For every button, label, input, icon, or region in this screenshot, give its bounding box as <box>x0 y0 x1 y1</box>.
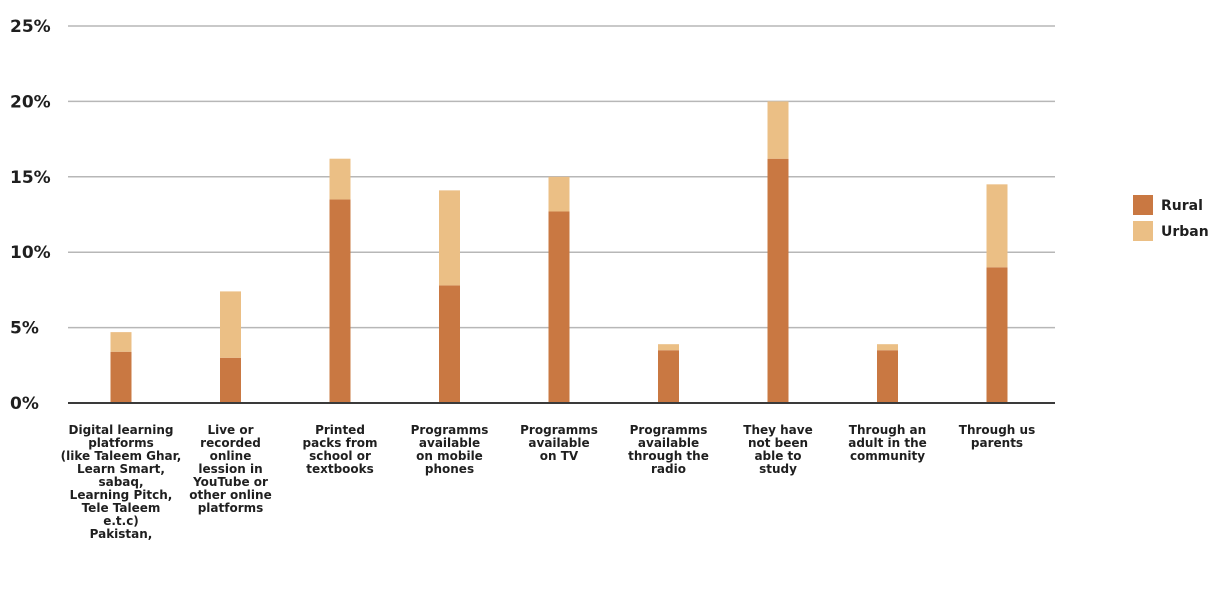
x-category-label: Printed packs from school or textbooks <box>303 423 378 476</box>
x-category-label-line: on mobile <box>416 449 483 463</box>
x-category-label-line: available <box>528 436 589 450</box>
x-category-label-line: able to <box>754 449 801 463</box>
bar-rural-2 <box>220 357 241 403</box>
x-category-label-line: available <box>419 436 480 450</box>
bar-urban-5 <box>548 176 570 212</box>
x-category-label-line: school or <box>309 449 371 463</box>
x-category-label-line: Learn Smart, <box>77 462 165 476</box>
x-category-label-line: Digital learning <box>69 423 174 437</box>
bar-rural-5 <box>548 211 570 403</box>
x-category-label-line: phones <box>425 462 474 476</box>
x-category-label: Through an adult in the community <box>848 423 927 463</box>
x-category-label-line: Programms <box>520 423 598 437</box>
x-category-label-line: not been <box>748 436 808 450</box>
x-category-label: Programms available through the radio <box>628 423 709 476</box>
bars <box>110 101 1008 403</box>
x-category-label: Programms available on mobile phones <box>411 423 489 476</box>
x-category-label-line: Through an <box>849 423 926 437</box>
x-category-label-line: lession in <box>198 462 262 476</box>
y-tick-label: 0% <box>10 394 39 414</box>
x-category-label-line: They have <box>743 423 812 437</box>
x-category-label-line: Learning Pitch, <box>70 488 173 502</box>
x-category-label: Digital learning platforms (like Taleem Gh… <box>61 423 182 541</box>
legend-label-rural: Rural <box>1161 198 1203 214</box>
x-category-label-line: platforms <box>198 501 264 515</box>
legend-swatch-urban <box>1133 221 1153 241</box>
x-category-label-line: study <box>759 462 797 476</box>
legend-swatch-rural <box>1133 195 1153 215</box>
y-axis-tick-labels: 0% 5% 10% 15% 20% 25% <box>10 17 51 414</box>
x-category-label-line: platforms <box>88 436 154 450</box>
bar-urban-1 <box>110 332 132 352</box>
x-category-label-line: community <box>850 449 925 463</box>
bar-urban-8 <box>877 344 898 351</box>
legend: Rural Urban <box>1133 195 1209 241</box>
y-tick-label: 20% <box>10 92 51 112</box>
x-category-label-line: Through us <box>959 423 1035 437</box>
x-category-label-line: recorded <box>200 436 261 450</box>
legend-label-urban: Urban <box>1161 224 1209 240</box>
x-axis-category-labels: Digital learning platforms (like Taleem Gh… <box>61 423 1036 541</box>
x-category-label: They have not been able to study <box>743 423 812 476</box>
x-category-label-line: YouTube or <box>192 475 268 489</box>
x-category-label-line: online <box>210 449 252 463</box>
x-category-label: Through us parents <box>959 423 1035 450</box>
x-category-label-line: Tele Taleem <box>82 501 161 515</box>
x-category-label-line: other online <box>189 488 271 502</box>
bar-rural-4 <box>439 285 460 403</box>
bar-urban-9 <box>986 184 1008 268</box>
x-category-label-line: on TV <box>540 449 579 463</box>
x-category-label-line: e.t.c) <box>103 514 139 528</box>
x-category-label: Live or recorded online lession in YouTube o… <box>189 423 271 515</box>
bar-rural-8 <box>877 350 898 403</box>
bar-rural-7 <box>767 158 789 403</box>
bar-urban-2 <box>220 291 241 358</box>
y-tick-label: 15% <box>10 168 51 188</box>
y-tick-label: 10% <box>10 243 51 263</box>
bar-urban-6 <box>658 344 679 351</box>
x-category-label-line: packs from <box>303 436 378 450</box>
bar-urban-4 <box>439 190 460 286</box>
bar-rural-3 <box>329 199 351 403</box>
bar-rural-1 <box>110 351 132 403</box>
x-category-label-line: textbooks <box>306 462 374 476</box>
x-category-label-line: Programms <box>411 423 489 437</box>
x-category-label: Programms available on TV <box>520 423 598 463</box>
bar-urban-7 <box>767 101 789 159</box>
y-tick-label: 25% <box>10 17 51 37</box>
y-tick-label: 5% <box>10 319 39 339</box>
bar-rural-9 <box>986 267 1008 403</box>
x-category-label-line: sabaq, <box>98 475 143 489</box>
x-category-label-line: adult in the <box>848 436 927 450</box>
x-category-label-line: Programms <box>630 423 708 437</box>
bar-rural-6 <box>658 350 679 403</box>
x-category-label-line: (like Taleem Ghar, <box>61 449 182 463</box>
x-category-label-line: Pakistan, <box>90 527 153 541</box>
x-category-label-line: radio <box>651 462 686 476</box>
x-category-label-line: Printed <box>315 423 365 437</box>
x-category-label-line: Live or <box>207 423 253 437</box>
x-category-label-line: through the <box>628 449 709 463</box>
x-category-label-line: available <box>638 436 699 450</box>
bar-urban-3 <box>329 158 351 200</box>
x-category-label-line: parents <box>971 436 1023 450</box>
